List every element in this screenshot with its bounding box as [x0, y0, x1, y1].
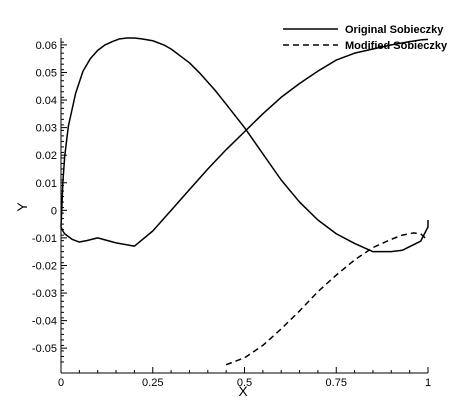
- x-tick-label: 0.5: [237, 377, 252, 389]
- x-tick-label: 0.75: [326, 377, 347, 389]
- x-tick-label: 1: [425, 377, 431, 389]
- y-tick-label: -0.02: [32, 260, 57, 272]
- y-tick-label: 0.05: [36, 67, 57, 79]
- series-modified-sobieczky-line: [225, 232, 429, 366]
- legend-label: Original Sobieczky: [345, 24, 444, 36]
- x-tick-label: 0.25: [142, 377, 163, 389]
- y-tick-label: 0.02: [36, 150, 57, 162]
- x-axis-ticks: 0 0.25 0.5 0.75 1: [58, 367, 431, 389]
- y-tick-label: 0.04: [36, 95, 57, 107]
- x-axis-title: X: [238, 383, 248, 399]
- y-tick-label: 0.06: [36, 40, 57, 52]
- plot-frame: [60, 38, 428, 374]
- y-tick-label: 0.01: [36, 178, 57, 190]
- y-tick-label: -0.01: [32, 233, 57, 245]
- y-tick-label: -0.05: [32, 343, 57, 355]
- y-axis-ticks: 0.06 0.05 0.04 0.03 0.02 0.01 0 -0.01 -0.02 -0.03…: [32, 40, 67, 363]
- series-original-sobieczky-line: [60, 37, 429, 253]
- y-tick-label: -0.03: [32, 288, 57, 300]
- series-layer: [60, 37, 429, 366]
- y-axis-title: Y: [14, 202, 30, 212]
- legend: Original Sobieczky Modified Sobieczky: [283, 24, 448, 52]
- x-tick-label: 0: [58, 377, 64, 389]
- y-tick-label: -0.04: [32, 316, 57, 328]
- legend-label: Modified Sobieczky: [345, 40, 448, 52]
- y-tick-label: 0.03: [36, 123, 57, 135]
- y-tick-label: 0: [51, 205, 57, 217]
